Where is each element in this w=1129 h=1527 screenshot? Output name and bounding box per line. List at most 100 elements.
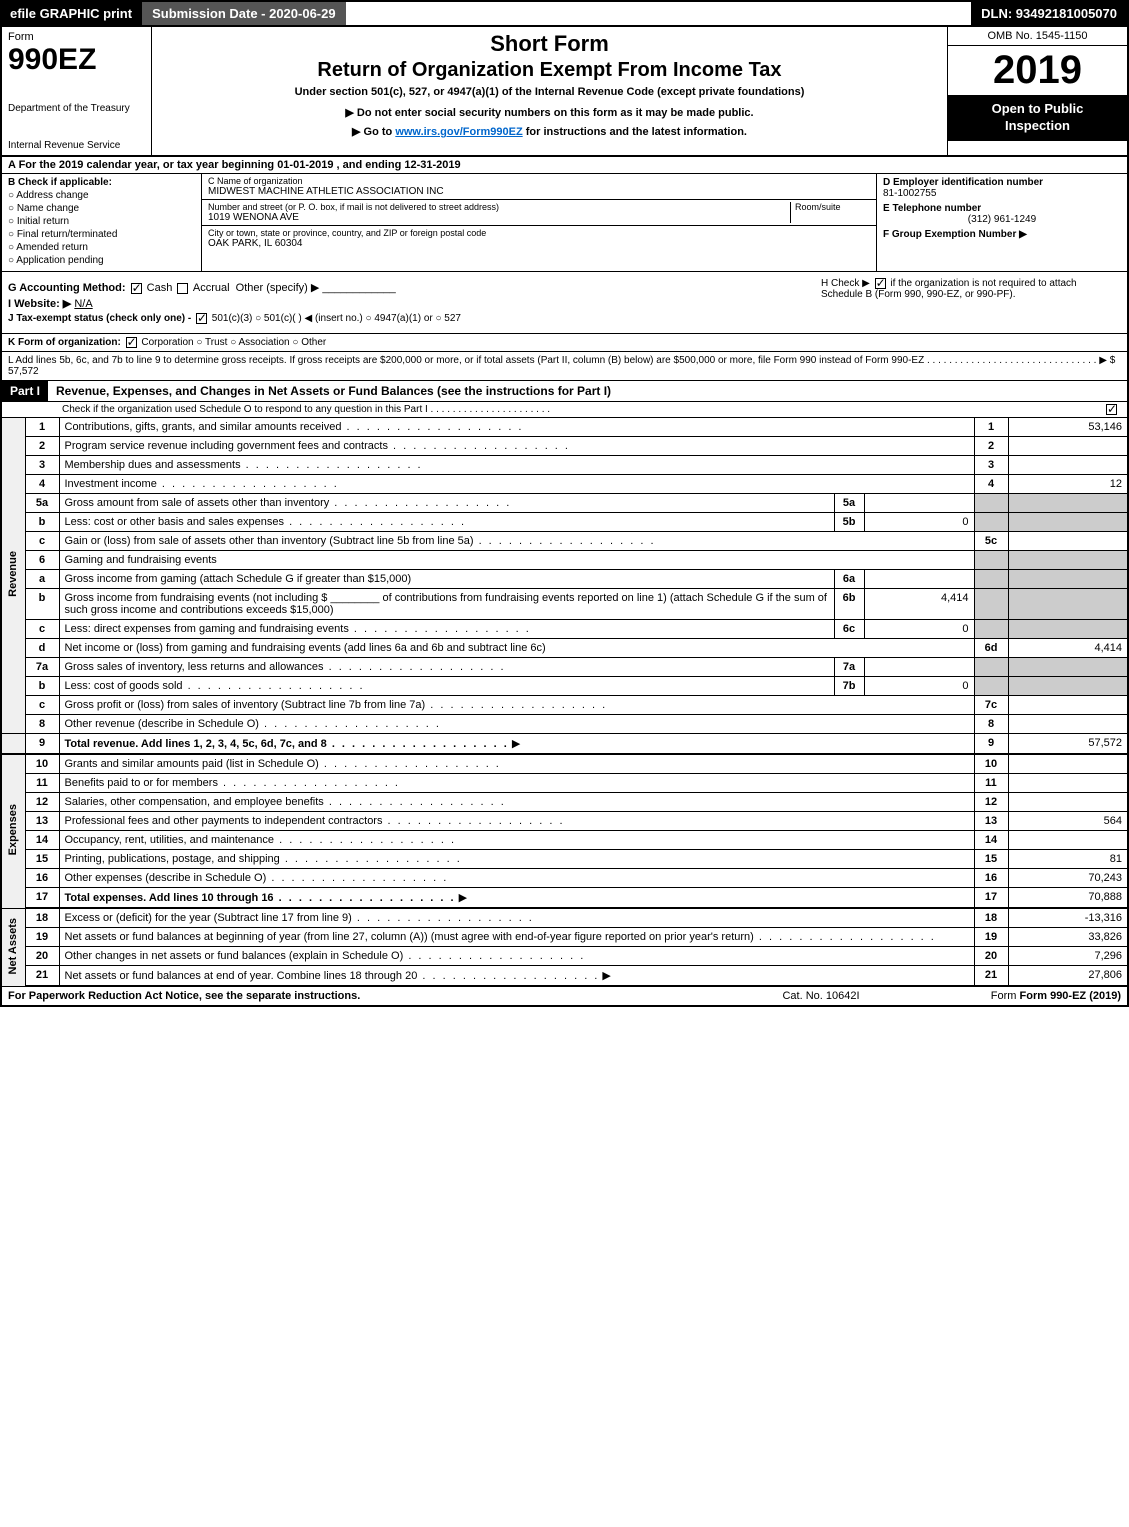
r5b-d: Less: cost or other basis and sales expe…: [65, 516, 467, 528]
r7a-sv: [864, 658, 974, 677]
row-9: 9 Total revenue. Add lines 1, 2, 3, 4, 5…: [1, 734, 1128, 755]
l-amount: 57,572: [8, 366, 39, 377]
r6-d: Gaming and fundraising events: [59, 551, 974, 570]
chk-address[interactable]: Address change: [8, 190, 195, 201]
goto-post: for instructions and the latest informat…: [526, 126, 747, 138]
chk-cash[interactable]: [131, 283, 142, 294]
r6a-sub: 6a: [834, 570, 864, 589]
r8-d: Other revenue (describe in Schedule O): [65, 718, 441, 730]
org-name: MIDWEST MACHINE ATHLETIC ASSOCIATION INC: [208, 186, 870, 197]
period-row: A For the 2019 calendar year, or tax yea…: [0, 157, 1129, 174]
part1-title: Revenue, Expenses, and Changes in Net As…: [48, 381, 1127, 401]
r6b-sv: 4,414: [864, 589, 974, 620]
j-opts: 501(c)(3) ○ 501(c)( ) ◀ (insert no.) ○ 4…: [212, 313, 461, 324]
g-accrual: Accrual: [193, 282, 230, 294]
r6b-sub: 6b: [834, 589, 864, 620]
r2-v: [1008, 437, 1128, 456]
r7b-sv: 0: [864, 677, 974, 696]
form-header: Form 990EZ Department of the Treasury In…: [0, 27, 1129, 157]
room-label: Room/suite: [795, 202, 870, 212]
r1-n: 1: [25, 418, 59, 437]
r7b-n: b: [25, 677, 59, 696]
r3-n: 3: [25, 456, 59, 475]
row-16: 16 Other expenses (describe in Schedule …: [1, 869, 1128, 888]
row-2: 2 Program service revenue including gove…: [1, 437, 1128, 456]
part1-sub-check[interactable]: [1099, 404, 1119, 415]
r9-ln: 9: [974, 734, 1008, 755]
r11-n: 11: [25, 774, 59, 793]
k-label: K Form of organization:: [8, 337, 121, 348]
efile-label[interactable]: efile GRAPHIC print: [2, 2, 140, 25]
goto-link[interactable]: www.irs.gov/Form990EZ: [395, 126, 522, 138]
g-other: Other (specify) ▶: [236, 282, 320, 294]
r16-d: Other expenses (describe in Schedule O): [65, 872, 449, 884]
group-label: F Group Exemption Number ▶: [883, 229, 1121, 240]
r7c-ln: 7c: [974, 696, 1008, 715]
chk-h[interactable]: [875, 278, 886, 289]
gh-right: H Check ▶ if the organization is not req…: [821, 278, 1121, 327]
row-10: Expenses 10 Grants and similar amounts p…: [1, 754, 1128, 774]
street-cell: Number and street (or P. O. box, if mail…: [202, 200, 876, 226]
r13-ln: 13: [974, 812, 1008, 831]
chk-pending[interactable]: Application pending: [8, 255, 195, 266]
ein-label: D Employer identification number: [883, 177, 1121, 188]
goto-pre: ▶ Go to: [352, 126, 395, 138]
row-12: 12 Salaries, other compensation, and emp…: [1, 793, 1128, 812]
r2-n: 2: [25, 437, 59, 456]
row-11: 11 Benefits paid to or for members 11: [1, 774, 1128, 793]
chk-amended[interactable]: Amended return: [8, 242, 195, 253]
r18-v: -13,316: [1008, 908, 1128, 928]
row-18: Net Assets 18 Excess or (deficit) for th…: [1, 908, 1128, 928]
form-number: 990EZ: [8, 43, 145, 77]
r18-ln: 18: [974, 908, 1008, 928]
financial-table: Revenue 1 Contributions, gifts, grants, …: [0, 418, 1129, 987]
line-j: J Tax-exempt status (check only one) - 5…: [8, 313, 821, 324]
r12-n: 12: [25, 793, 59, 812]
chk-corp[interactable]: [126, 337, 137, 348]
line-k: K Form of organization: Corporation ○ Tr…: [0, 334, 1129, 352]
r17-n: 17: [25, 888, 59, 909]
header-right: OMB No. 1545-1150 2019 Open to Public In…: [947, 27, 1127, 155]
footer-left: For Paperwork Reduction Act Notice, see …: [8, 990, 721, 1002]
r1-ln: 1: [974, 418, 1008, 437]
org-name-label: C Name of organization: [208, 176, 870, 186]
r19-ln: 19: [974, 928, 1008, 947]
r20-v: 7,296: [1008, 947, 1128, 966]
r14-ln: 14: [974, 831, 1008, 850]
r17-ln: 17: [974, 888, 1008, 909]
r18-d: Excess or (deficit) for the year (Subtra…: [65, 912, 534, 924]
chk-final[interactable]: Final return/terminated: [8, 229, 195, 240]
r6c-sub: 6c: [834, 620, 864, 639]
row-1: Revenue 1 Contributions, gifts, grants, …: [1, 418, 1128, 437]
r2-d: Program service revenue including govern…: [65, 440, 570, 452]
g-label: G Accounting Method:: [8, 282, 126, 294]
r20-d: Other changes in net assets or fund bala…: [65, 950, 586, 962]
k-opts: Corporation ○ Trust ○ Association ○ Othe…: [141, 337, 326, 348]
r17-v: 70,888: [1008, 888, 1128, 909]
city-cell: City or town, state or province, country…: [202, 226, 876, 251]
r19-n: 19: [25, 928, 59, 947]
footer-right: Form Form 990-EZ (2019): [921, 990, 1121, 1002]
row-6a: a Gross income from gaming (attach Sched…: [1, 570, 1128, 589]
r21-v: 27,806: [1008, 966, 1128, 987]
r21-d: Net assets or fund balances at end of ye…: [65, 970, 600, 982]
r6d-ln: 6d: [974, 639, 1008, 658]
r1-d: Contributions, gifts, grants, and simila…: [65, 421, 524, 433]
row-5a: 5a Gross amount from sale of assets othe…: [1, 494, 1128, 513]
row-17: 17 Total expenses. Add lines 10 through …: [1, 888, 1128, 909]
r5b-sv: 0: [864, 513, 974, 532]
r17-d: Total expenses. Add lines 10 through 16: [65, 892, 456, 904]
row-8: 8 Other revenue (describe in Schedule O)…: [1, 715, 1128, 734]
inspect-line1: Open to Public: [952, 101, 1123, 118]
r5c-d: Gain or (loss) from sale of assets other…: [65, 535, 656, 547]
chk-name[interactable]: Name change: [8, 203, 195, 214]
row-5b: b Less: cost or other basis and sales ex…: [1, 513, 1128, 532]
r16-n: 16: [25, 869, 59, 888]
row-5c: c Gain or (loss) from sale of assets oth…: [1, 532, 1128, 551]
chk-initial[interactable]: Initial return: [8, 216, 195, 227]
chk-501c3[interactable]: [196, 313, 207, 324]
r4-d: Investment income: [65, 478, 339, 490]
chk-accrual[interactable]: [177, 283, 188, 294]
r7b-d: Less: cost of goods sold: [65, 680, 365, 692]
r16-ln: 16: [974, 869, 1008, 888]
